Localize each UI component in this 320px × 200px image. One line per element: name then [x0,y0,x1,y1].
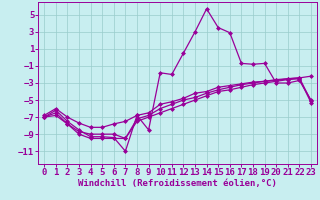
X-axis label: Windchill (Refroidissement éolien,°C): Windchill (Refroidissement éolien,°C) [78,179,277,188]
